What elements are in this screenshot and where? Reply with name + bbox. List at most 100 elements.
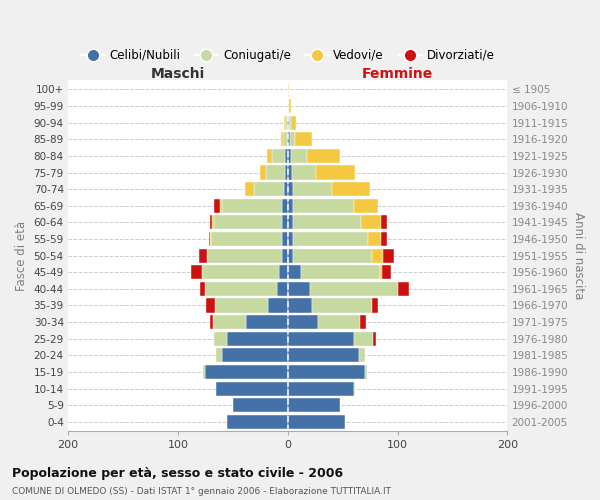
- Bar: [222, 198, 282, 213]
- Bar: [212, 216, 214, 230]
- Bar: [209, 315, 213, 329]
- Bar: [381, 232, 386, 246]
- Bar: [291, 116, 296, 130]
- Bar: [266, 166, 286, 179]
- Bar: [203, 365, 205, 379]
- Bar: [368, 232, 381, 246]
- Bar: [319, 315, 360, 329]
- Bar: [287, 265, 301, 280]
- Bar: [293, 216, 361, 230]
- Bar: [191, 265, 202, 280]
- Bar: [199, 248, 208, 262]
- Bar: [287, 116, 289, 130]
- Bar: [289, 99, 291, 113]
- Bar: [214, 332, 227, 346]
- Text: Maschi: Maschi: [151, 67, 205, 81]
- Bar: [283, 132, 287, 146]
- Bar: [209, 216, 212, 230]
- Bar: [281, 132, 283, 146]
- Bar: [293, 232, 368, 246]
- Bar: [287, 232, 293, 246]
- Bar: [287, 248, 293, 262]
- Bar: [213, 315, 246, 329]
- Bar: [287, 332, 353, 346]
- Bar: [222, 348, 287, 362]
- Y-axis label: Anni di nascita: Anni di nascita: [572, 212, 585, 300]
- Bar: [293, 182, 332, 196]
- Bar: [287, 132, 290, 146]
- Bar: [316, 166, 355, 179]
- Bar: [216, 382, 287, 396]
- Bar: [277, 282, 287, 296]
- Bar: [282, 198, 287, 213]
- Bar: [286, 116, 287, 130]
- Bar: [353, 332, 373, 346]
- Bar: [282, 248, 287, 262]
- Bar: [287, 315, 319, 329]
- Bar: [245, 182, 254, 196]
- Bar: [287, 382, 353, 396]
- Text: Femmine: Femmine: [362, 67, 433, 81]
- Bar: [310, 282, 398, 296]
- Bar: [287, 298, 312, 312]
- Bar: [268, 298, 287, 312]
- Text: Popolazione per età, sesso e stato civile - 2006: Popolazione per età, sesso e stato civil…: [12, 468, 343, 480]
- Bar: [233, 398, 287, 412]
- Bar: [209, 232, 211, 246]
- Text: COMUNE DI OLMEDO (SS) - Dati ISTAT 1° gennaio 2006 - Elaborazione TUTTITALIA.IT: COMUNE DI OLMEDO (SS) - Dati ISTAT 1° ge…: [12, 487, 391, 496]
- Bar: [353, 382, 355, 396]
- Bar: [373, 332, 376, 346]
- Bar: [227, 415, 287, 429]
- Bar: [287, 348, 359, 362]
- Bar: [260, 166, 266, 179]
- Bar: [398, 282, 409, 296]
- Bar: [287, 82, 289, 96]
- Bar: [360, 315, 365, 329]
- Bar: [286, 166, 287, 179]
- Bar: [287, 166, 292, 179]
- Bar: [287, 99, 289, 113]
- Bar: [200, 282, 205, 296]
- Bar: [272, 149, 286, 163]
- Bar: [307, 149, 340, 163]
- Bar: [287, 216, 293, 230]
- Bar: [353, 198, 378, 213]
- Bar: [293, 248, 372, 262]
- Bar: [287, 198, 293, 213]
- Bar: [380, 265, 382, 280]
- Bar: [279, 265, 287, 280]
- Bar: [359, 348, 365, 362]
- Bar: [287, 149, 291, 163]
- Bar: [287, 182, 293, 196]
- Bar: [290, 132, 295, 146]
- Bar: [205, 365, 287, 379]
- Bar: [301, 265, 380, 280]
- Bar: [287, 415, 345, 429]
- Bar: [202, 265, 279, 280]
- Bar: [284, 116, 286, 130]
- Bar: [293, 198, 353, 213]
- Bar: [214, 198, 220, 213]
- Bar: [282, 216, 287, 230]
- Bar: [287, 398, 340, 412]
- Bar: [282, 232, 287, 246]
- Bar: [211, 232, 282, 246]
- Bar: [220, 198, 222, 213]
- Bar: [267, 149, 272, 163]
- Y-axis label: Fasce di età: Fasce di età: [15, 220, 28, 290]
- Bar: [372, 248, 383, 262]
- Bar: [206, 298, 215, 312]
- Bar: [287, 282, 310, 296]
- Bar: [205, 282, 277, 296]
- Bar: [292, 166, 316, 179]
- Bar: [208, 248, 282, 262]
- Bar: [214, 216, 282, 230]
- Bar: [312, 298, 372, 312]
- Bar: [372, 298, 378, 312]
- Bar: [286, 149, 287, 163]
- Bar: [289, 116, 291, 130]
- Bar: [254, 182, 284, 196]
- Bar: [287, 365, 365, 379]
- Bar: [246, 315, 287, 329]
- Bar: [365, 365, 367, 379]
